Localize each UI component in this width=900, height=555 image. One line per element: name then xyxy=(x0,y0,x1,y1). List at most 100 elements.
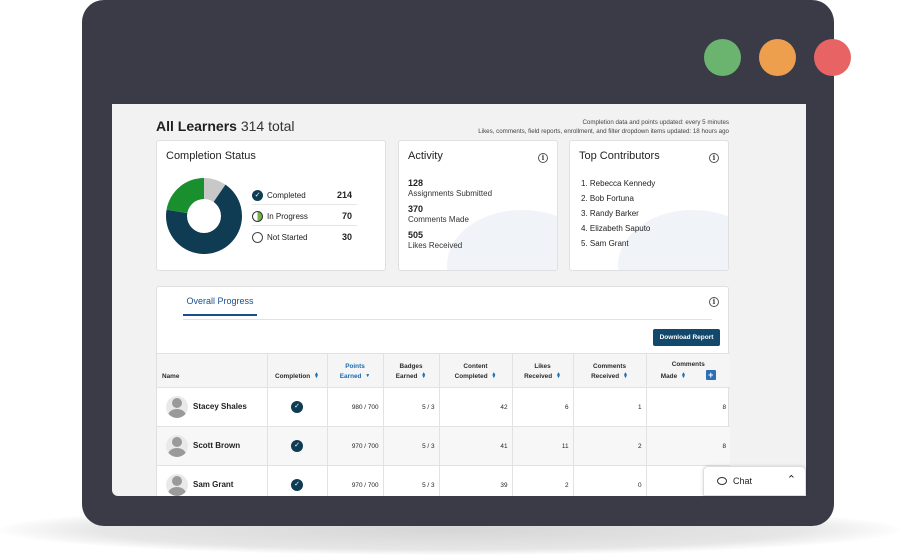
contributor-item[interactable]: 3. Randy Barker xyxy=(581,209,639,218)
comments-value: 370 xyxy=(408,204,424,214)
completion-donut-chart xyxy=(166,178,242,254)
download-report-button[interactable]: Download Report xyxy=(653,329,720,346)
learner-name: Sam Grant xyxy=(193,480,234,490)
chat-bubble-icon xyxy=(717,477,727,485)
header-label-line1: Comments xyxy=(671,361,705,368)
learner-count: 314 total xyxy=(240,118,295,134)
points-cell: 970 / 700 xyxy=(327,426,384,466)
comments-made-cell: 8 xyxy=(646,426,730,466)
content-cell: 42 xyxy=(439,387,513,427)
header-label-line2: Earned xyxy=(395,373,418,380)
column-header-comments-made[interactable]: Comments Made ▲ ▼ + xyxy=(646,353,730,388)
legend-in-progress: In Progress 70 xyxy=(252,208,357,226)
contributor-item[interactable]: 1. Rebecca Kennedy xyxy=(581,179,656,188)
sort-icon[interactable]: ▲ ▼ xyxy=(622,371,628,381)
table-row[interactable]: Stacey Shales ✓ 980 / 700 5 / 3 42 6 1 8 xyxy=(157,387,730,427)
likes-label: Likes Received xyxy=(408,241,463,250)
comments-made-cell: 8 xyxy=(646,387,730,427)
comments-received-cell: 2 xyxy=(573,426,647,466)
check-icon: ✓ xyxy=(291,401,303,413)
column-header-name[interactable]: Name xyxy=(157,353,268,388)
learner-name: Scott Brown xyxy=(193,441,241,451)
legend-completed: ✓ Completed 214 xyxy=(252,187,357,205)
card-title: Completion Status xyxy=(166,150,256,162)
column-header-likes[interactable]: Likes Received ▲ ▼ xyxy=(512,353,574,388)
comments-label: Comments Made xyxy=(408,215,469,224)
completion-cell: ✓ xyxy=(267,426,328,466)
check-icon: ✓ xyxy=(291,479,303,492)
likes-cell: 11 xyxy=(512,426,574,466)
sort-icon[interactable]: ▲ ▼ xyxy=(555,371,561,381)
column-header-content[interactable]: Content Completed ▲ ▼ xyxy=(439,353,513,388)
chat-widget[interactable]: Chat ⌃ xyxy=(703,466,806,496)
table-header-row: Name Completion ▲ ▼ Points Earned ▼ Badge… xyxy=(157,353,730,388)
overall-progress-card: Overall Progress i Download Report Name … xyxy=(156,286,730,496)
badges-cell: 5 / 3 xyxy=(383,387,440,427)
activity-card: Activity i 128 Assignments Submitted 370… xyxy=(398,140,558,271)
badges-cell: 5 / 3 xyxy=(383,465,440,496)
likes-value: 505 xyxy=(408,230,424,240)
content-cell: 39 xyxy=(439,465,513,496)
page-title-text: All Learners xyxy=(156,118,237,134)
contributor-item[interactable]: 5. Sam Grant xyxy=(581,239,629,248)
completion-cell: ✓ xyxy=(267,387,328,427)
card-title: Top Contributors xyxy=(579,150,660,162)
points-cell: 980 / 700 xyxy=(327,387,384,427)
assignments-value: 128 xyxy=(408,178,424,188)
learner-name-cell[interactable]: Scott Brown xyxy=(157,426,268,466)
contributor-item[interactable]: 2. Bob Fortuna xyxy=(581,194,634,203)
learner-name-cell[interactable]: Sam Grant xyxy=(157,465,268,496)
header-label-line1: Likes xyxy=(534,363,551,370)
table-row[interactable]: Sam Grant ✓ 970 / 700 5 / 3 39 2 0 8 xyxy=(157,465,730,496)
completion-cell: ✓ xyxy=(267,465,328,496)
red-window-dot xyxy=(814,39,851,76)
content-cell: 41 xyxy=(439,426,513,466)
legend-value: 30 xyxy=(341,232,352,242)
column-header-completion[interactable]: Completion ▲ ▼ xyxy=(267,353,328,388)
top-contributors-card: Top Contributors i 1. Rebecca Kennedy 2.… xyxy=(569,140,729,271)
sort-icon[interactable]: ▲ ▼ xyxy=(680,371,686,381)
header-label-line1: Badges xyxy=(399,363,423,370)
column-header-badges[interactable]: Badges Earned ▲ ▼ xyxy=(383,353,440,388)
tab-overall-progress[interactable]: Overall Progress xyxy=(183,296,257,316)
info-icon[interactable]: i xyxy=(709,297,719,307)
orange-window-dot xyxy=(759,39,796,76)
header-label-line1: Points xyxy=(345,363,365,370)
sort-icon[interactable]: ▲ ▼ xyxy=(421,371,427,381)
header-label-line2: Made xyxy=(660,373,678,380)
progress-table: Name Completion ▲ ▼ Points Earned ▼ Badge… xyxy=(157,353,730,496)
page-title: All Learners 314 total xyxy=(156,118,295,134)
header-label-line2: Received xyxy=(591,373,620,380)
learner-name-cell[interactable]: Stacey Shales xyxy=(157,387,268,427)
chevron-up-icon[interactable]: ⌃ xyxy=(786,474,796,486)
likes-cell: 6 xyxy=(512,387,574,427)
update-note-line-2: Likes, comments, field reports, enrollme… xyxy=(478,128,729,135)
app-screen: All Learners 314 total Completion data a… xyxy=(112,104,806,496)
info-icon[interactable]: i xyxy=(709,153,719,163)
learner-name: Stacey Shales xyxy=(193,402,247,412)
empty-circle-icon xyxy=(252,232,263,243)
legend-label: In Progress xyxy=(267,212,308,221)
half-circle-icon xyxy=(252,211,263,222)
green-window-dot xyxy=(704,39,741,76)
comments-received-cell: 0 xyxy=(573,465,647,496)
column-header-points[interactable]: Points Earned ▼ xyxy=(327,353,384,388)
header-label-line2: Completed xyxy=(454,373,488,380)
add-column-button[interactable]: + xyxy=(705,370,716,380)
points-cell: 970 / 700 xyxy=(327,465,384,496)
info-icon[interactable]: i xyxy=(538,153,548,163)
sort-icon[interactable]: ▲ ▼ xyxy=(491,371,497,381)
contributor-item[interactable]: 4. Elizabeth Saputo xyxy=(581,224,651,233)
sort-icon[interactable]: ▲ ▼ xyxy=(313,371,319,381)
comments-received-cell: 1 xyxy=(573,387,647,427)
donut-hole xyxy=(187,199,221,233)
table-row[interactable]: Scott Brown ✓ 970 / 700 5 / 3 41 11 2 8 xyxy=(157,426,730,466)
check-icon: ✓ xyxy=(252,190,263,201)
sort-descending-icon[interactable]: ▼ xyxy=(365,372,371,379)
badges-cell: 5 / 3 xyxy=(383,426,440,466)
avatar xyxy=(166,435,188,457)
tab-divider xyxy=(183,319,712,320)
column-header-comments-received[interactable]: Comments Received ▲ ▼ xyxy=(573,353,647,388)
header-label-line1: Comments xyxy=(592,363,627,370)
check-icon: ✓ xyxy=(291,440,303,452)
